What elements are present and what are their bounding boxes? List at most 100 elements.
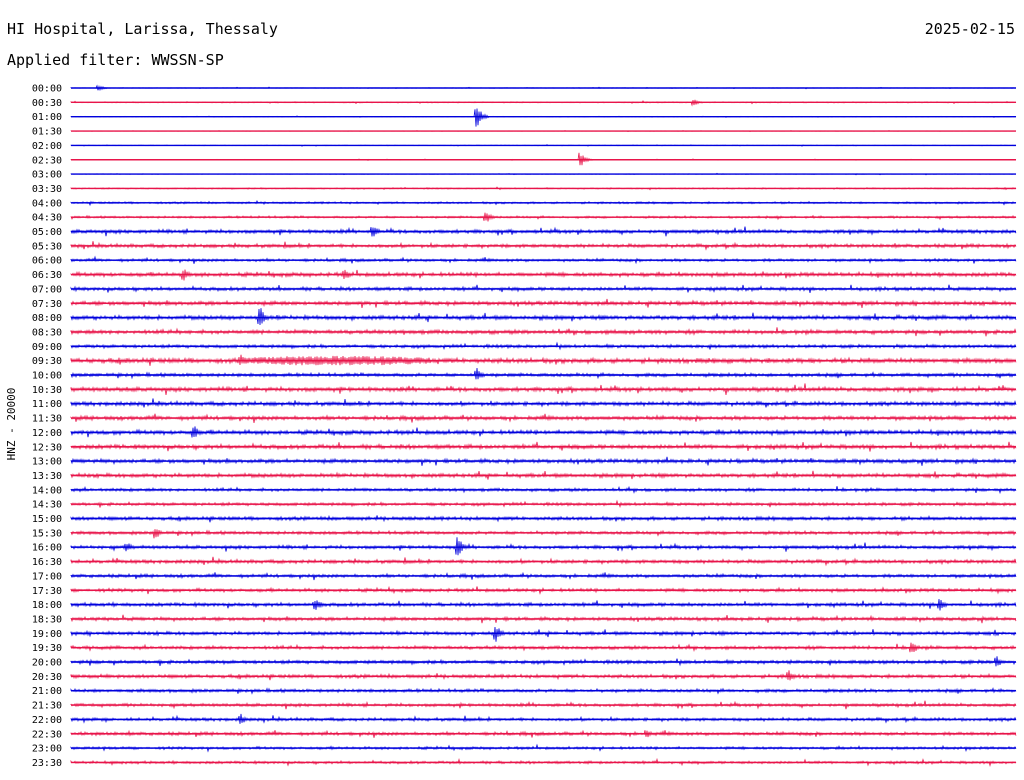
row-time-label: 06:30: [32, 270, 62, 281]
seismic-trace: [70, 186, 1017, 191]
seismic-trace: [70, 470, 1017, 480]
row-time-label: 03:30: [32, 184, 62, 195]
row-time-label: 00:30: [32, 98, 62, 109]
seismic-trace: [70, 255, 1017, 265]
row-time-label: 11:00: [32, 399, 62, 410]
seismic-trace: [70, 383, 1017, 396]
row-time-label: 19:30: [32, 643, 62, 654]
seismic-trace: [70, 99, 1017, 107]
seismic-trace: [70, 687, 1017, 695]
row-time-label: 04:30: [32, 213, 62, 224]
row-time-label: 09:00: [32, 342, 62, 353]
row-time-label: 23:30: [32, 758, 62, 769]
row-time-label: 13:30: [32, 471, 62, 482]
seismic-trace: [70, 700, 1017, 710]
seismic-trace: [70, 529, 1017, 539]
seismic-trace: [70, 298, 1017, 309]
row-time-label: 19:00: [32, 629, 62, 640]
row-time-label: 16:00: [32, 543, 62, 554]
seismic-trace: [70, 130, 1017, 133]
row-time-label: 14:00: [32, 485, 62, 496]
seismic-trace: [70, 456, 1017, 466]
row-time-label: 22:30: [32, 729, 62, 740]
row-time-label: 20:30: [32, 672, 62, 683]
seismic-trace: [70, 226, 1017, 237]
row-time-label: 09:30: [32, 356, 62, 367]
seismic-trace: [70, 152, 1017, 166]
row-time-label: 02:30: [32, 155, 62, 166]
row-time-label: 14:30: [32, 500, 62, 511]
row-time-label: 18:00: [32, 600, 62, 611]
seismic-trace: [70, 398, 1017, 408]
seismic-trace: [70, 354, 1017, 366]
row-time-label: 05:30: [32, 241, 62, 252]
seismic-trace: [70, 757, 1017, 768]
row-time-label: 15:30: [32, 528, 62, 539]
row-time-label: 00:00: [32, 84, 62, 95]
seismic-trace: [70, 241, 1017, 251]
seismic-trace: [70, 729, 1017, 738]
row-time-label: 13:00: [32, 457, 62, 468]
row-time-label: 21:30: [32, 701, 62, 712]
seismic-trace: [70, 499, 1017, 508]
seismic-trace: [70, 485, 1017, 495]
row-time-label: 04:00: [32, 198, 62, 209]
seismic-trace: [70, 327, 1017, 337]
row-time-label: 17:30: [32, 586, 62, 597]
seismic-trace: [70, 413, 1017, 424]
seismic-trace: [70, 642, 1017, 653]
row-time-label: 21:00: [32, 686, 62, 697]
seismic-trace: [70, 537, 1017, 556]
row-time-label: 11:30: [32, 414, 62, 425]
seismic-trace: [70, 614, 1017, 624]
seismic-trace: [70, 212, 1017, 222]
row-time-label: 08:30: [32, 327, 62, 338]
row-time-label: 07:00: [32, 284, 62, 295]
row-time-label: 07:30: [32, 299, 62, 310]
seismic-trace: [70, 713, 1017, 724]
row-time-label: 06:00: [32, 256, 62, 267]
seismic-trace: [70, 670, 1017, 681]
seismic-trace: [70, 108, 1017, 127]
record-date: 2025-02-15: [924, 20, 1015, 38]
row-time-label: 18:30: [32, 614, 62, 625]
seismic-trace: [70, 308, 1017, 325]
seismic-trace: [70, 172, 1017, 176]
row-time-label: 08:00: [32, 313, 62, 324]
filter-label: Applied filter: WWSSN-SP: [7, 51, 224, 69]
row-time-label: 10:00: [32, 371, 62, 382]
row-time-label: 01:30: [32, 127, 62, 138]
row-time-label: 23:00: [32, 744, 62, 755]
y-axis-label: HNZ - 20000: [5, 388, 18, 461]
row-time-label: 15:00: [32, 514, 62, 525]
seismic-trace: [70, 656, 1017, 667]
seismic-trace: [70, 284, 1017, 293]
row-time-label: 02:00: [32, 141, 62, 152]
row-time-label: 01:00: [32, 112, 62, 123]
seismic-trace: [70, 367, 1017, 380]
seismic-trace: [70, 743, 1017, 753]
row-time-label: 22:00: [32, 715, 62, 726]
row-time-label: 12:00: [32, 428, 62, 439]
row-time-label: 17:00: [32, 571, 62, 582]
seismic-trace: [70, 84, 1017, 92]
seismic-trace: [70, 626, 1017, 642]
seismic-trace: [70, 200, 1017, 207]
seismic-trace: [70, 144, 1017, 147]
row-time-label: 05:00: [32, 227, 62, 238]
row-time-label: 10:30: [32, 385, 62, 396]
seismic-trace: [70, 341, 1017, 351]
seismic-trace: [70, 269, 1017, 281]
seismic-trace: [70, 556, 1017, 567]
row-time-label: 20:00: [32, 658, 62, 669]
row-time-label: 16:30: [32, 557, 62, 568]
seismic-trace: [70, 571, 1017, 581]
seismic-trace: [70, 598, 1017, 611]
row-time-label: 03:00: [32, 170, 62, 181]
seismic-trace: [70, 585, 1017, 595]
station-title: HI Hospital, Larissa, Thessaly: [7, 20, 278, 38]
seismic-trace: [70, 426, 1017, 438]
seismic-trace: [70, 514, 1017, 523]
seismic-trace: [70, 441, 1017, 452]
